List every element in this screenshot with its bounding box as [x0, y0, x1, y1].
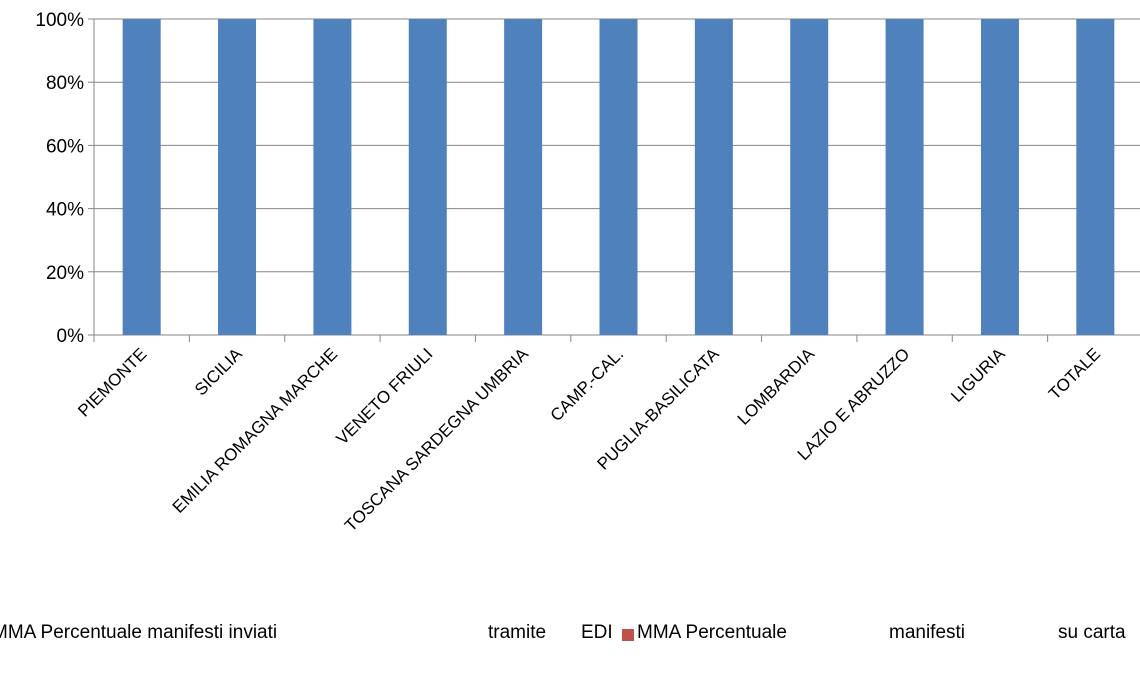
legend-series1-text-part3: EDI [581, 622, 613, 643]
y-tick-label: 40% [46, 200, 84, 221]
bar-series1 [313, 19, 352, 335]
bar-series1 [122, 19, 161, 335]
x-category-label: SICILIA [191, 344, 246, 399]
bar-series1 [980, 19, 1019, 335]
legend-series1-text-part1: MMA Percentuale manifesti inviati [0, 622, 278, 643]
legend: MMA Percentuale manifesti inviati tramit… [0, 622, 1140, 662]
y-tick-label: 0% [57, 326, 85, 347]
bar-series1 [408, 19, 447, 335]
x-category-label: VENETO FRIULI [333, 344, 437, 448]
x-category-label: TOSCANA SARDEGNA UMBRIA [341, 344, 532, 535]
y-tick-label: 60% [46, 136, 84, 157]
legend-series1-text-part2: tramite [488, 622, 547, 643]
bar-series1 [1076, 19, 1115, 335]
x-category-label: TOTALE [1045, 344, 1104, 403]
y-tick-label: 80% [46, 73, 84, 94]
bar-series1 [599, 19, 638, 335]
legend-series2-text-part1: MMA Percentuale [637, 622, 787, 643]
bar-series1 [885, 19, 924, 335]
legend-series2-swatch [622, 629, 634, 641]
y-tick-label: 100% [35, 10, 84, 31]
bar-series1 [504, 19, 543, 335]
bar-series1 [218, 19, 257, 335]
x-category-label: LIGURIA [947, 344, 1009, 406]
legend-series2-text-part2: manifesti [889, 622, 966, 643]
x-category-label: CAMP.-CAL. [547, 344, 628, 425]
x-category-label: LOMBARDIA [734, 344, 819, 429]
legend-series2-text-part3: su carta [1058, 622, 1126, 643]
bar-series1 [694, 19, 733, 335]
y-tick-label: 20% [46, 263, 84, 284]
bar-series1 [790, 19, 829, 335]
x-category-label: PIEMONTE [74, 344, 150, 420]
x-category-label: EMILIA ROMAGNA MARCHE [169, 344, 341, 516]
